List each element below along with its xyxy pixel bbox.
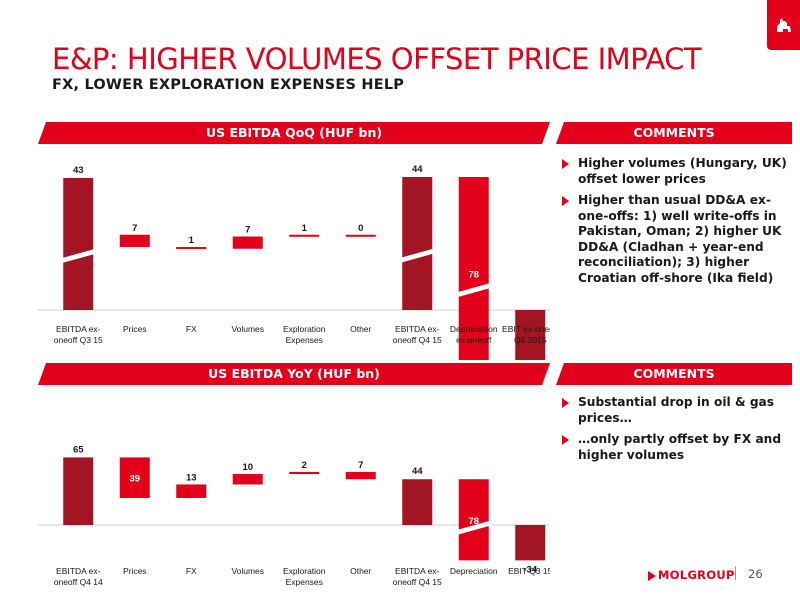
category-label: Other: [350, 566, 371, 576]
waterfall-bar: [119, 457, 150, 498]
data-label: 39: [129, 474, 140, 485]
comment-text: Higher volumes (Hungary, UK) offset lowe…: [578, 156, 787, 186]
category-label: Depreciation: [450, 566, 498, 576]
waterfall-bar: [515, 310, 546, 360]
footer-divider: [735, 566, 736, 580]
comment-text: …only partly offset by FX and higher vol…: [578, 432, 782, 462]
waterfall-bar: [458, 479, 489, 561]
waterfall-bar: [402, 479, 433, 525]
category-label: Depreciation: [450, 324, 498, 334]
page-subtitle: FX, LOWER EXPLORATION EXPENSES HELP: [52, 77, 405, 93]
category-label: Q4 2015: [514, 335, 547, 345]
axis-break-mark: [455, 282, 492, 298]
waterfall-bar: [232, 474, 263, 485]
data-label: 1: [302, 223, 308, 234]
mol-company-emblem-icon: [777, 18, 791, 32]
comments-banner-yoy: COMMENTS: [556, 363, 792, 385]
data-label: 7: [358, 460, 363, 471]
data-label: 44: [412, 466, 423, 477]
data-label: 1: [189, 235, 195, 246]
waterfall-bar: [176, 484, 207, 498]
logo-tab: [767, 0, 800, 50]
category-label: oneoff Q4 15: [393, 335, 442, 345]
category-label: Exploration: [283, 324, 326, 334]
waterfall-bar: [119, 234, 150, 247]
waterfall-bar: [176, 247, 207, 249]
waterfall-bar: [289, 234, 320, 237]
data-label: 13: [186, 472, 197, 483]
bullet-triangle-icon: [562, 435, 569, 445]
category-label: EBITDA ex-: [56, 566, 101, 576]
category-label: Expenses: [286, 335, 323, 345]
data-label: -34: [523, 564, 537, 575]
category-label: Volumes: [231, 566, 264, 576]
comment-bullet: Higher than usual DD&A ex-one-offs: 1) w…: [562, 193, 787, 286]
category-label: oneoff Q3 15: [54, 335, 103, 345]
comment-text: Substantial drop in oil & gas prices…: [578, 395, 775, 425]
bullet-triangle-icon: [562, 196, 569, 206]
waterfall-bar: [63, 178, 94, 310]
category-label: Prices: [123, 566, 147, 576]
category-label: Other: [350, 324, 371, 334]
waterfall-bar: [458, 177, 489, 360]
comment-bullet: …only partly offset by FX and higher vol…: [562, 432, 787, 463]
category-label: oneoff Q4 15: [393, 577, 442, 587]
waterfall-bar: [345, 471, 376, 480]
comment-bullet: Substantial drop in oil & gas prices…: [562, 395, 787, 426]
waterfall-bar: [232, 236, 263, 249]
waterfall-bar: [345, 234, 376, 237]
data-label: 44: [412, 164, 423, 175]
bullet-triangle-icon: [562, 159, 569, 169]
data-label: 7: [245, 225, 250, 236]
data-label: 0: [358, 223, 363, 234]
axis-break-mark: [399, 248, 436, 264]
chart-banner-yoy: US EBITDA YoY (HUF bn): [38, 363, 550, 385]
data-label: 43: [73, 165, 84, 176]
category-label: EBITDA ex-: [395, 324, 440, 334]
waterfall-chart-qoq: 43 EBITDA ex-oneoff Q3 15 7 Prices 1 FX 7 Volum…: [38, 164, 550, 360]
category-label: EBITDA ex-: [395, 566, 440, 576]
waterfall-bar: [515, 525, 546, 561]
comment-text: Higher than usual DD&A ex-one-offs: 1) w…: [578, 193, 782, 285]
category-label: FX: [186, 324, 197, 334]
category-label: Expenses: [286, 577, 323, 587]
footer-brand: MOLGROUP: [658, 568, 735, 582]
data-label: 65: [73, 444, 84, 455]
category-label: EBIT Q3 15: [508, 566, 550, 576]
data-label: 7: [132, 223, 137, 234]
page-title: E&P: HIGHER VOLUMES OFFSET PRICE IMPACT: [52, 42, 702, 76]
category-label: FX: [186, 566, 197, 576]
comments-banner-qoq: COMMENTS: [556, 122, 792, 144]
category-label: Prices: [123, 324, 147, 334]
category-label: Exploration: [283, 566, 326, 576]
comments-list-qoq: Higher volumes (Hungary, UK) offset lowe…: [562, 156, 787, 292]
comments-list-yoy: Substantial drop in oil & gas prices… …o…: [562, 395, 787, 469]
waterfall-bar: [402, 177, 433, 310]
brand-triangle-icon: [648, 571, 656, 581]
category-label: EBITDA ex-: [56, 324, 101, 334]
data-label: 78: [468, 516, 479, 527]
category-label: ex-oneoff: [456, 335, 492, 345]
comment-bullet: Higher volumes (Hungary, UK) offset lowe…: [562, 156, 787, 187]
category-label: oneoff Q4 14: [54, 577, 103, 587]
page-number: 26: [748, 567, 763, 581]
axis-break-mark: [60, 248, 97, 264]
data-label: 78: [468, 269, 479, 280]
waterfall-chart-yoy: 65 EBITDA ex-oneoff Q4 14 39 Prices 13 FX 10 Vo…: [38, 444, 550, 587]
category-label: EBIT ex-oneoff: [502, 324, 550, 334]
chart-banner-qoq: US EBITDA QoQ (HUF bn): [38, 122, 550, 144]
bullet-triangle-icon: [562, 398, 569, 408]
data-label: 2: [302, 460, 307, 471]
waterfall-bar: [289, 471, 320, 475]
data-label: 10: [242, 462, 253, 473]
waterfall-bar: [63, 457, 94, 525]
category-label: Volumes: [231, 324, 264, 334]
axis-break-mark: [455, 520, 492, 536]
